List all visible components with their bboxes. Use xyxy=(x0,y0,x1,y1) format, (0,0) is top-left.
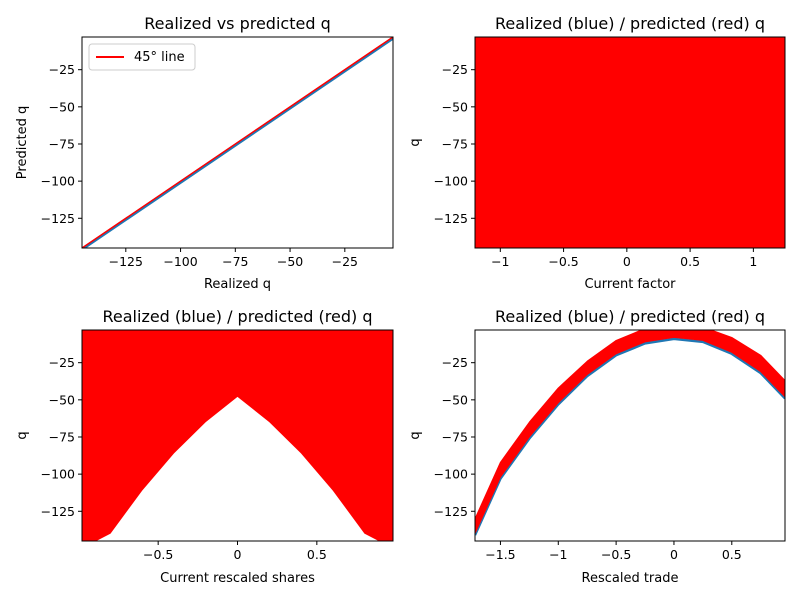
x-tick-label: −1.5 xyxy=(485,547,515,562)
legend-label: 45° line xyxy=(134,50,185,65)
predicted-points-band xyxy=(475,330,785,535)
x-tick-label: −125 xyxy=(109,254,143,269)
predicted-points-region xyxy=(82,330,393,541)
x-tick-label: −25 xyxy=(332,254,358,269)
panel3-x-label: Current rescaled shares xyxy=(160,571,315,586)
x-tick-label: 0 xyxy=(670,547,678,562)
x-tick-label: 0 xyxy=(623,254,631,269)
x-tick-label: 0.5 xyxy=(680,254,700,269)
x-tick-label: −0.5 xyxy=(143,547,173,562)
y-tick-label: −75 xyxy=(49,429,75,444)
x-tick-label: −1 xyxy=(491,254,509,269)
y-tick-label: −50 xyxy=(442,99,468,114)
panel-realized-vs-predicted: Realized vs predicted q −125 −100 −75 −50 −2… xyxy=(15,14,394,292)
y-tick-label: −75 xyxy=(442,136,468,151)
panel2-y-ticks: −125 −100 −75 −50 −25 xyxy=(434,62,475,226)
y-tick-label: −75 xyxy=(442,429,468,444)
realized-points-edge xyxy=(475,337,785,536)
x-tick-label: −75 xyxy=(222,254,248,269)
y-tick-label: −50 xyxy=(49,99,75,114)
x-tick-label: 1 xyxy=(749,254,757,269)
x-tick-label: −100 xyxy=(163,254,197,269)
y-tick-label: −100 xyxy=(41,467,75,482)
panel4-y-label: q xyxy=(408,431,423,439)
panel2-x-label: Current factor xyxy=(584,277,676,292)
panel3-y-ticks: −125 −100 −75 −50 −25 xyxy=(41,355,82,519)
panel4-frame xyxy=(474,329,786,542)
legend-frame xyxy=(88,43,196,71)
series-45-line xyxy=(82,37,393,248)
panel2-frame xyxy=(474,36,786,249)
panel1-x-ticks: −125 −100 −75 −50 −25 xyxy=(109,248,358,269)
y-tick-label: −125 xyxy=(434,504,468,519)
panel1-y-label: Predicted q xyxy=(15,106,30,179)
y-tick-label: −100 xyxy=(434,467,468,482)
realized-scatter-band xyxy=(82,37,393,248)
panel1-title: Realized vs predicted q xyxy=(144,14,330,33)
x-tick-label: −0.5 xyxy=(601,547,631,562)
panel2-plot-area xyxy=(475,37,785,248)
y-tick-label: −125 xyxy=(41,211,75,226)
panel3-title: Realized (blue) / predicted (red) q xyxy=(103,307,373,326)
y-tick-label: −125 xyxy=(41,504,75,519)
y-tick-label: −25 xyxy=(442,355,468,370)
y-tick-label: −25 xyxy=(49,62,75,77)
y-tick-label: −100 xyxy=(41,174,75,189)
x-tick-label: −0.5 xyxy=(548,254,578,269)
y-tick-label: −75 xyxy=(49,136,75,151)
panel2-y-label: q xyxy=(408,138,423,146)
x-tick-label: 0.5 xyxy=(307,547,327,562)
panel1-legend: 45° line xyxy=(88,43,196,71)
panel-rescaled-trade: Realized (blue) / predicted (red) q −1.5… xyxy=(408,307,786,586)
panel1-x-label: Realized q xyxy=(204,277,271,292)
panel3-plot-area xyxy=(82,330,393,541)
x-tick-label: −50 xyxy=(277,254,303,269)
panel-current-factor: Realized (blue) / predicted (red) q −1 −0… xyxy=(408,14,786,292)
panel1-frame xyxy=(81,36,394,249)
panel4-plot-area xyxy=(475,330,785,536)
panel3-y-label: q xyxy=(15,431,30,439)
x-tick-label: −1 xyxy=(549,547,567,562)
panel3-x-ticks: −0.5 0 0.5 xyxy=(143,541,327,562)
panel1-y-ticks: −125 −100 −75 −50 −25 xyxy=(41,62,82,226)
panel2-title: Realized (blue) / predicted (red) q xyxy=(495,14,765,33)
panel4-x-label: Rescaled trade xyxy=(582,571,679,586)
y-tick-label: −50 xyxy=(49,392,75,407)
y-tick-label: −50 xyxy=(442,392,468,407)
panel1-plot-area xyxy=(82,37,393,248)
y-tick-label: −100 xyxy=(434,174,468,189)
panel4-title: Realized (blue) / predicted (red) q xyxy=(495,307,765,326)
y-tick-label: −25 xyxy=(442,62,468,77)
panel4-y-ticks: −125 −100 −75 −50 −25 xyxy=(434,355,475,519)
x-tick-label: 0.5 xyxy=(722,547,742,562)
panel4-x-ticks: −1.5 −1 −0.5 0 0.5 xyxy=(485,541,742,562)
panel-current-rescaled-shares: Realized (blue) / predicted (red) q −0.5… xyxy=(15,307,394,586)
x-tick-label: 0 xyxy=(234,547,242,562)
predicted-points-region xyxy=(475,37,785,248)
y-tick-label: −25 xyxy=(49,355,75,370)
panel2-x-ticks: −1 −0.5 0 0.5 1 xyxy=(491,248,757,269)
y-tick-label: −125 xyxy=(434,211,468,226)
